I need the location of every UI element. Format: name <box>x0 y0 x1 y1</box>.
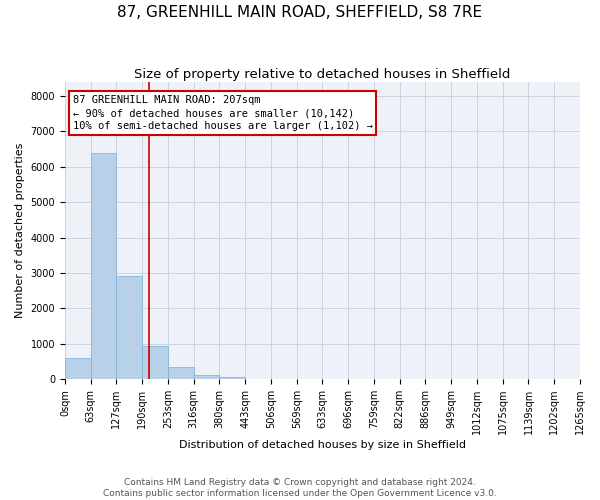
Y-axis label: Number of detached properties: Number of detached properties <box>15 143 25 318</box>
Bar <box>91 152 116 379</box>
Bar <box>142 346 168 379</box>
Bar <box>168 367 194 379</box>
Text: 87, GREENHILL MAIN ROAD, SHEFFIELD, S8 7RE: 87, GREENHILL MAIN ROAD, SHEFFIELD, S8 7… <box>118 5 482 20</box>
Bar <box>116 276 142 379</box>
Bar <box>194 374 220 379</box>
X-axis label: Distribution of detached houses by size in Sheffield: Distribution of detached houses by size … <box>179 440 466 450</box>
Bar <box>220 376 245 379</box>
Title: Size of property relative to detached houses in Sheffield: Size of property relative to detached ho… <box>134 68 511 80</box>
Text: 87 GREENHILL MAIN ROAD: 207sqm
← 90% of detached houses are smaller (10,142)
10%: 87 GREENHILL MAIN ROAD: 207sqm ← 90% of … <box>73 95 373 132</box>
Text: Contains HM Land Registry data © Crown copyright and database right 2024.
Contai: Contains HM Land Registry data © Crown c… <box>103 478 497 498</box>
Bar <box>65 358 91 379</box>
